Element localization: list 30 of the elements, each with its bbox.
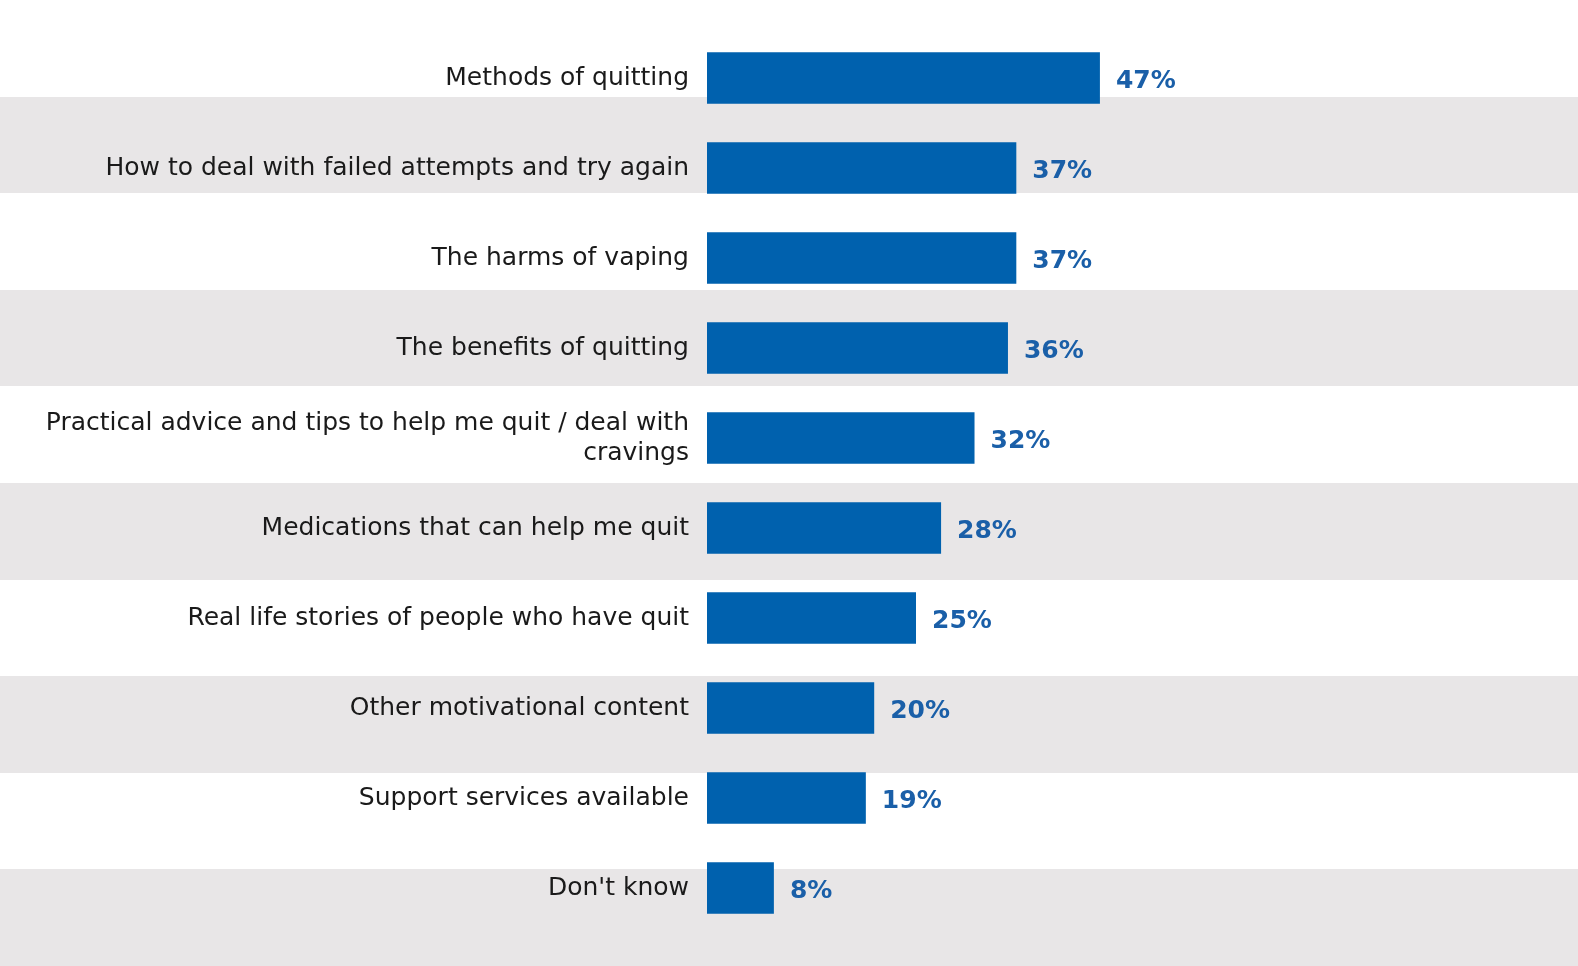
data-label: 25% (932, 604, 992, 634)
y-tick-label: The harms of vaping (430, 241, 689, 271)
y-tick-label: Methods of quitting (445, 61, 689, 91)
data-label: 19% (881, 784, 942, 814)
bar (707, 682, 875, 734)
y-tick-label: Real life stories of people who have quit (187, 601, 690, 631)
data-label: 37% (1032, 244, 1093, 274)
y-tick-label: The benefits of quitting (395, 331, 689, 361)
bar (707, 862, 774, 914)
data-label: 20% (890, 694, 951, 724)
y-tick-label: How to deal with failed attempts and try again (105, 151, 689, 181)
bar (707, 232, 1017, 284)
y-tick-label: Medications that can help me quit (261, 511, 690, 541)
bar (707, 322, 1008, 374)
bar (707, 52, 1100, 104)
y-tick-label: Don't know (547, 871, 689, 901)
data-label: 36% (1023, 334, 1084, 364)
data-label: 28% (957, 514, 1017, 544)
y-tick-label: Practical advice and tips to help me quit / deal with cravings (45, 406, 689, 466)
data-label: 8% (789, 874, 833, 904)
bar (707, 592, 916, 644)
bar (707, 412, 975, 464)
bar (707, 772, 866, 824)
y-tick-label: Other motivational content (349, 691, 690, 721)
bar (707, 502, 942, 554)
data-label: 37% (1032, 154, 1093, 184)
bar (707, 142, 1017, 194)
data-label: 32% (990, 424, 1051, 454)
y-tick-label: Support services available (358, 781, 689, 811)
data-label: 47% (1115, 64, 1176, 94)
